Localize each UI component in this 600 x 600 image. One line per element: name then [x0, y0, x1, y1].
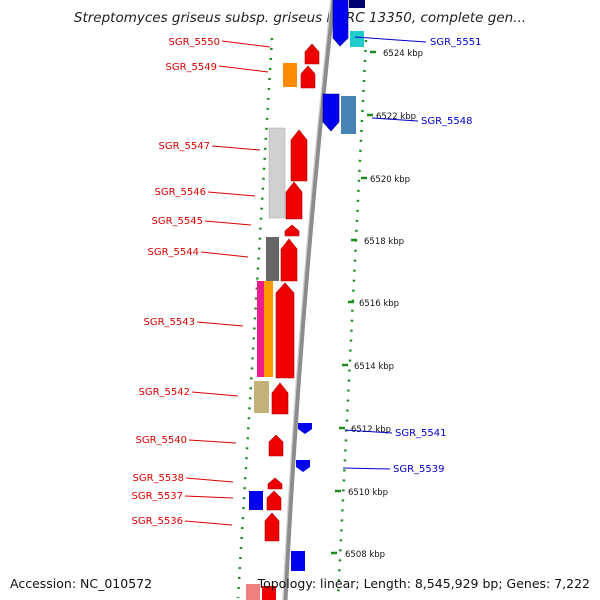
gene-label: SGR_5549 — [166, 62, 218, 73]
gene-arrow — [284, 224, 300, 237]
gene-arrow — [285, 181, 303, 220]
gene-label: SGR_5541 — [395, 428, 447, 439]
gene-arrow — [322, 93, 340, 132]
scale-label: 6510 kbp — [348, 488, 388, 498]
gene-arrow — [332, 0, 349, 47]
scale-label: 6508 kbp — [345, 550, 385, 560]
left-leader-lines — [184, 40, 271, 526]
forward-genes[interactable] — [262, 43, 320, 600]
gene-block — [268, 127, 286, 219]
gene-label: SGR_5548 — [421, 116, 473, 127]
gene-label: SGR_5537 — [132, 491, 184, 502]
left-labels[interactable]: SGR_5550 SGR_5549 SGR_5547 SGR_5546 SGR_… — [132, 37, 221, 527]
gene-label: SGR_5544 — [148, 247, 200, 258]
gene-label: SGR_5543 — [144, 317, 196, 328]
gene-block — [257, 281, 265, 377]
reverse-genes[interactable] — [249, 0, 365, 571]
gene-label: SGR_5536 — [132, 516, 184, 527]
gene-block — [264, 281, 273, 377]
gene-label: SGR_5539 — [393, 464, 445, 475]
gene-arrow — [300, 65, 316, 89]
gene-block — [349, 0, 365, 8]
gene-label: SGR_5540 — [136, 435, 188, 446]
gene-arrow — [280, 238, 298, 282]
scale-label: 6512 kbp — [351, 425, 391, 435]
gene-arrow — [271, 382, 289, 415]
right-leader-lines — [342, 36, 427, 470]
gene-block — [246, 584, 260, 600]
gene-block — [262, 586, 276, 600]
right-labels[interactable]: SGR_5551 SGR_5548 SGR_5541 SGR_5539 — [393, 37, 482, 475]
gene-arrow — [264, 512, 280, 542]
homolog-blocks[interactable] — [246, 63, 297, 600]
gene-arrow — [268, 434, 284, 457]
scale-label: 6514 kbp — [354, 362, 394, 372]
scale-label: 6520 kbp — [370, 175, 410, 185]
gene-label: SGR_5546 — [155, 187, 207, 198]
scale-label: 6522 kbp — [376, 112, 416, 122]
gene-arrow — [298, 423, 312, 434]
gene-arrow — [266, 490, 282, 511]
gene-label: SGR_5538 — [133, 473, 185, 484]
gene-label: SGR_5547 — [159, 141, 211, 152]
gene-arrow — [304, 43, 320, 65]
gene-label: SGR_5545 — [152, 216, 204, 227]
topology-text: Topology: linear; Length: 8,545,929 bp; … — [257, 576, 590, 591]
gene-arrow — [275, 282, 295, 379]
scale-ticks — [331, 50, 376, 555]
gene-block — [341, 96, 356, 134]
gene-label: SGR_5551 — [430, 37, 482, 48]
gene-arrow — [290, 129, 308, 182]
gene-arrow — [267, 477, 283, 490]
scale-label: 6516 kbp — [359, 299, 399, 309]
scale-labels: 6524 kbp 6522 kbp 6520 kbp 6518 kbp 6516… — [345, 49, 423, 560]
gene-label: SGR_5542 — [139, 387, 191, 398]
accession-text: Accession: NC_010572 — [10, 576, 153, 591]
gene-block — [266, 237, 279, 281]
gene-block — [249, 491, 263, 510]
map-title: Streptomyces griseus subsp. griseus NBRC… — [73, 10, 527, 26]
scale-label: 6518 kbp — [364, 237, 404, 247]
dotted-tracks — [236, 37, 368, 599]
gene-arrow — [296, 460, 310, 472]
gene-label: SGR_5550 — [169, 37, 221, 48]
gene-block — [254, 381, 269, 413]
scale-label: 6524 kbp — [383, 49, 423, 59]
gene-block — [291, 551, 305, 571]
gene-block — [283, 63, 297, 87]
gene-block — [350, 31, 364, 47]
genome-axis — [282, 0, 336, 600]
